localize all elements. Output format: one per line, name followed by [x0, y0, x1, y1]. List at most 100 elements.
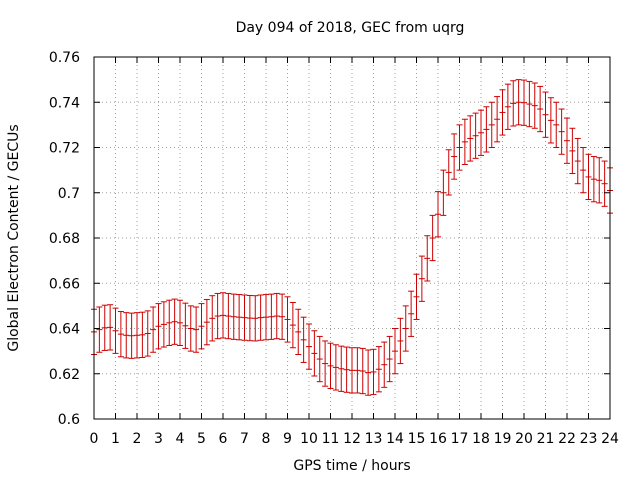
data-point	[531, 82, 538, 129]
x-tick-label: 8	[262, 431, 271, 447]
x-tick-label: 2	[133, 431, 142, 447]
data-point	[461, 118, 468, 165]
x-tick-label: 17	[451, 431, 469, 447]
data-point	[225, 292, 232, 340]
data-point	[526, 80, 533, 128]
axis-ticks	[93, 56, 611, 420]
data-point	[203, 299, 210, 346]
x-tick-label: 4	[176, 431, 185, 447]
data-point	[273, 292, 280, 340]
data-point	[139, 311, 146, 358]
data-point	[370, 348, 377, 396]
data-point	[424, 235, 431, 282]
data-point	[300, 316, 307, 363]
data-point	[284, 296, 291, 343]
data-point	[510, 80, 517, 127]
x-tick-label: 3	[154, 431, 163, 447]
data-point	[236, 294, 243, 341]
data-point	[306, 323, 312, 370]
data-point	[375, 346, 382, 393]
data-point	[241, 294, 248, 341]
x-tick-label: 22	[558, 431, 576, 447]
data-point	[408, 290, 415, 337]
data-point	[349, 347, 355, 394]
data-point	[177, 299, 183, 346]
data-point	[107, 304, 114, 351]
x-tick-label: 1	[111, 431, 120, 447]
y-tick-label: 0.6	[58, 412, 80, 428]
x-axis-label: GPS time / hours	[293, 458, 410, 474]
y-tick-label: 0.72	[49, 141, 80, 157]
data-point	[220, 292, 226, 339]
data-point	[128, 312, 135, 359]
data-point	[440, 169, 447, 216]
x-tick-label: 20	[515, 431, 533, 447]
data-point	[134, 312, 140, 359]
y-tick-label: 0.64	[49, 322, 80, 338]
x-tick-label: 15	[408, 431, 426, 447]
x-tick-label: 6	[219, 431, 228, 447]
data-point	[193, 306, 200, 353]
data-point	[504, 83, 511, 130]
data-point	[515, 79, 522, 126]
x-tick-label: 13	[365, 431, 383, 447]
data-point	[343, 346, 350, 393]
data-point	[418, 255, 425, 302]
data-point	[537, 85, 544, 133]
data-point	[558, 108, 565, 155]
x-tick-label: 11	[322, 431, 340, 447]
x-tick-label: 9	[283, 431, 292, 447]
data-point	[311, 330, 318, 377]
data-point	[144, 310, 151, 357]
x-tick-label: 14	[386, 431, 404, 447]
data-point	[214, 292, 221, 340]
data-point	[494, 96, 501, 143]
data-point	[392, 328, 398, 375]
data-point	[332, 344, 339, 391]
data-point	[209, 295, 216, 342]
x-tick-label: 12	[343, 431, 361, 447]
data-point	[182, 302, 189, 349]
x-tick-label: 10	[300, 431, 318, 447]
y-tick-label: 0.7	[58, 186, 80, 202]
data-point	[101, 304, 108, 351]
data-point	[456, 124, 463, 171]
data-point	[596, 157, 603, 204]
x-tick-labels: 0 1 2 3 4 5 6 7 8 9 10 11 12 13 14 15 16 17 18 19 20 21 22 23 24	[90, 431, 619, 447]
y-tick-labels: 0.6 0.62 0.64 0.66 0.68 0.7 0.72 0.74 0.76	[49, 50, 80, 428]
data-point	[478, 109, 484, 156]
data-point	[435, 191, 441, 238]
y-tick-label: 0.68	[49, 231, 80, 247]
data-point	[445, 149, 452, 196]
x-tick-label: 0	[90, 431, 99, 447]
data-point	[295, 308, 302, 356]
data-point	[386, 335, 393, 383]
data-point	[499, 89, 506, 136]
y-axis-label: Global Electron Content / GECUs	[6, 124, 22, 351]
data-point	[590, 156, 597, 203]
data-point	[117, 311, 124, 358]
x-tick-label: 19	[494, 431, 512, 447]
data-point	[187, 305, 194, 352]
data-point	[252, 295, 259, 342]
x-tick-label: 24	[601, 431, 619, 447]
data-point	[166, 299, 173, 346]
data-point	[338, 345, 345, 392]
data-point	[429, 214, 436, 262]
data-point	[451, 133, 458, 180]
data-point	[263, 294, 269, 341]
y-tick-label: 0.76	[49, 50, 80, 66]
data-point	[585, 153, 592, 201]
error-bars	[91, 79, 613, 396]
data-point	[472, 112, 479, 159]
data-point	[402, 305, 409, 352]
chart-title: Day 094 of 2018, GEC from uqrg	[236, 20, 465, 36]
data-point	[96, 306, 103, 353]
data-point	[467, 115, 474, 162]
y-tick-label: 0.62	[49, 367, 80, 383]
x-tick-label: 21	[537, 431, 555, 447]
data-point	[150, 306, 157, 353]
data-point	[569, 127, 576, 175]
data-point	[542, 91, 549, 138]
x-tick-label: 18	[472, 431, 490, 447]
